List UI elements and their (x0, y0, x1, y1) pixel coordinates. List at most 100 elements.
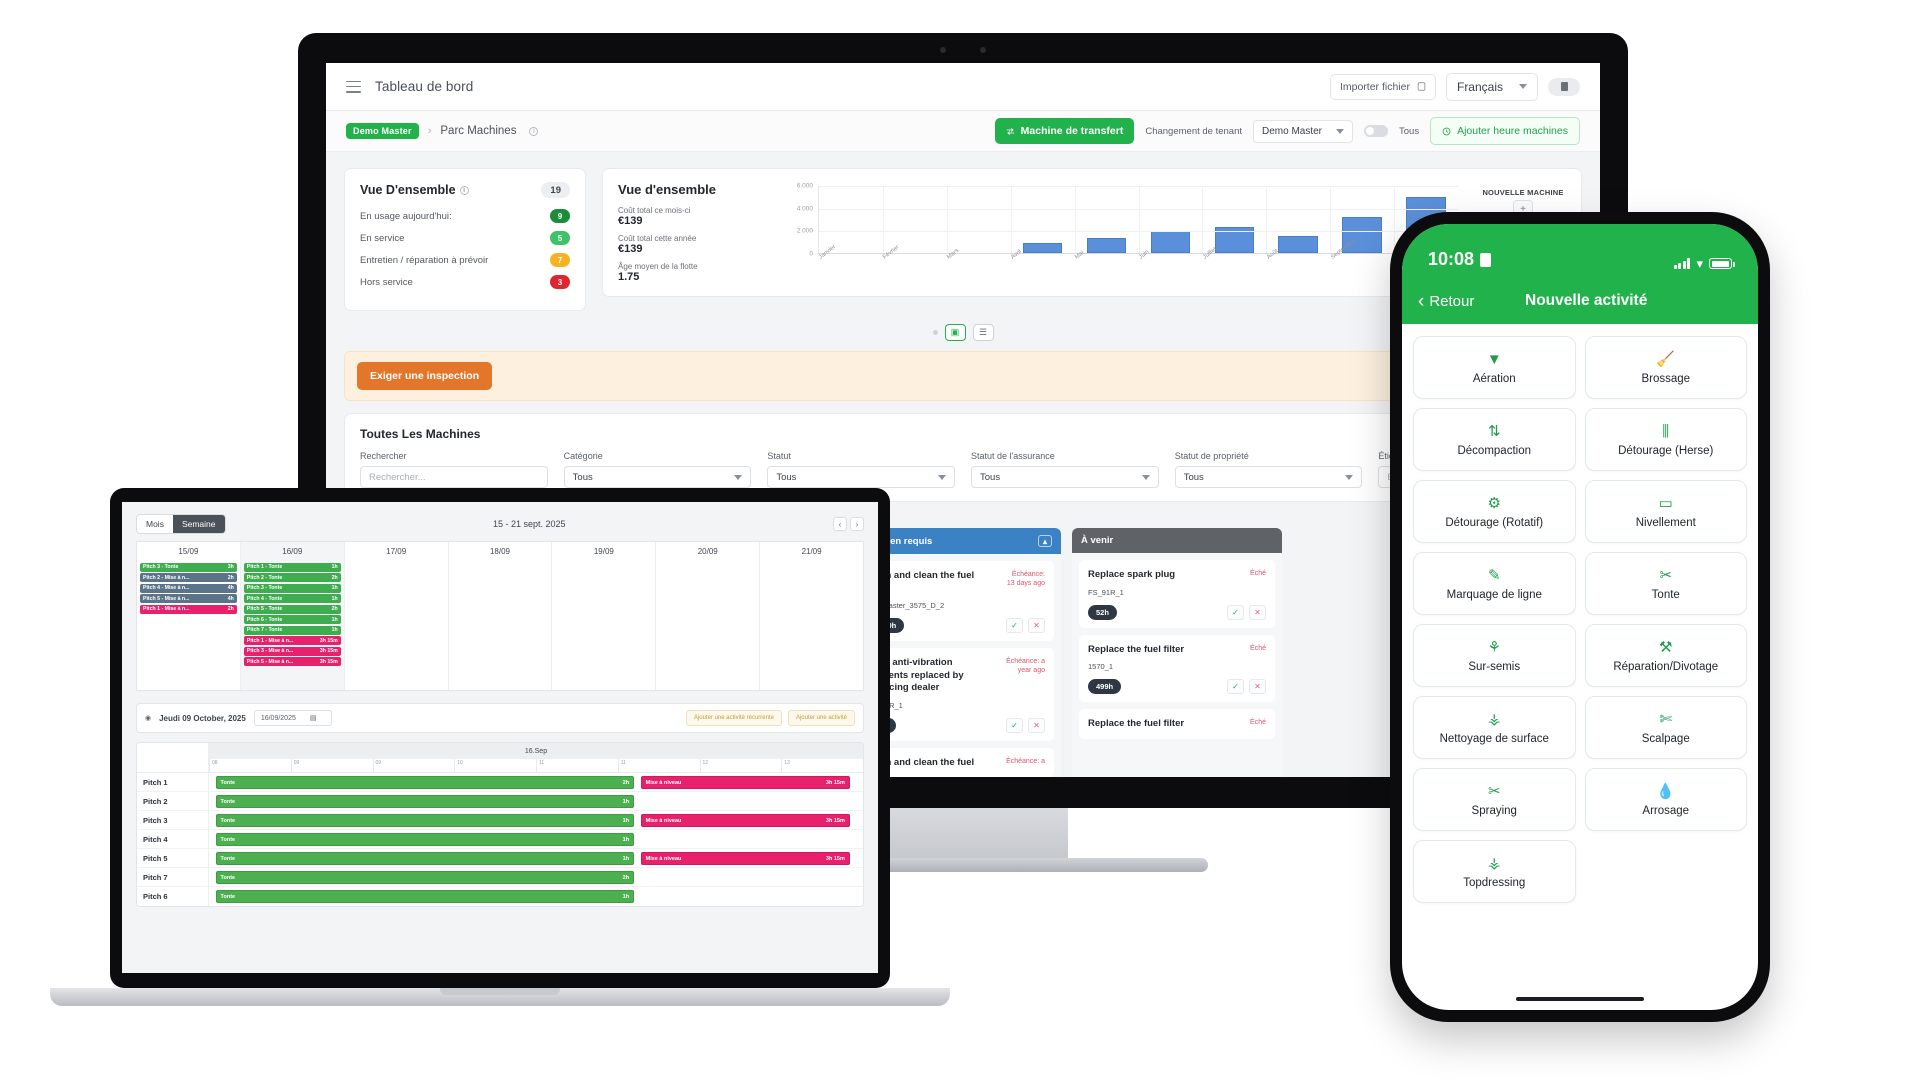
activity-tile[interactable]: 🧹 Brossage (1584, 336, 1747, 399)
calendar-event[interactable]: Pitch 5 - Mise à n... 3h 15m (243, 657, 341, 666)
calendar-day-column[interactable]: 17/09 (345, 542, 449, 690)
calendar-event[interactable]: Pitch 1 - Mise à n... 2h (140, 604, 237, 614)
calendar-event[interactable]: Pitch 1 - Mise à n... 3h 15m (243, 636, 341, 645)
activity-tile[interactable]: ⚙ Détourage (Rotatif) (1413, 480, 1576, 543)
ownership-status-select[interactable]: Tous (1174, 466, 1363, 488)
chevron-left-icon[interactable]: ‹ (833, 517, 847, 531)
gantt-toolbar: ◉ Jeudi 09 October, 2025 16/09/2025 ▤ Aj… (136, 703, 864, 733)
gantt-bar-levelling[interactable]: Mise à niveau 3h 15m (640, 814, 850, 827)
chart-gridline (1202, 186, 1204, 253)
kanban-card[interactable]: Drain and clean the fuel tank. Échéance:… (858, 561, 1054, 642)
activity-tile[interactable]: ✎ Marquage de ligne (1413, 552, 1576, 615)
insurance-status-select[interactable]: Tous (971, 466, 1159, 488)
calendar-event[interactable]: Pitch 7 - Tonte 1h (243, 625, 341, 635)
add-activity-button[interactable]: Ajouter une activité (787, 710, 855, 726)
category-select[interactable]: Tous (563, 466, 752, 488)
collapse-icon[interactable]: ▴ (1038, 535, 1052, 547)
language-select[interactable]: Français (1445, 72, 1538, 101)
calendar-event[interactable]: Pitch 2 - Tonte 2h (243, 573, 341, 582)
add-machine-hours-button[interactable]: Ajouter heure machines (1430, 117, 1580, 145)
calendar-event[interactable]: Pitch 4 - Tonte 1h (243, 594, 341, 603)
breadcrumb-page[interactable]: Parc Machines (440, 125, 517, 137)
gantt-bar-mowing[interactable]: Tonte 1h (215, 795, 635, 808)
grid-view-icon[interactable]: ▣ (944, 324, 966, 341)
view-week-button[interactable]: Semaine (172, 515, 225, 533)
info-icon[interactable]: i (529, 126, 539, 136)
dismiss-icon[interactable]: ✕ (1249, 604, 1266, 620)
chevron-down-icon (1345, 474, 1354, 480)
calendar-day-column[interactable]: 19/09 (552, 542, 657, 690)
dismiss-icon[interactable]: ✕ (1028, 618, 1045, 634)
calendar-day-column[interactable]: 20/09 (656, 542, 761, 690)
activity-tile[interactable]: ⚘ Sur-semis (1413, 624, 1576, 687)
avatar[interactable] (1548, 77, 1580, 96)
calendar-day-column[interactable]: 15/09 Pitch 3 - Tonte 3h Pitch 2 - Mise à n… (137, 542, 241, 690)
calendar-day-column[interactable]: 21/09 (760, 542, 863, 690)
kanban-card[interactable]: Have anti-vibration elements replaced by… (858, 648, 1054, 741)
view-month-button[interactable]: Mois (137, 515, 173, 533)
chevron-right-icon[interactable]: › (850, 517, 864, 531)
calendar-event[interactable]: Pitch 3 - Tonte 3h (140, 562, 237, 572)
add-recurring-activity-button[interactable]: Ajouter une activité récurrente (685, 710, 782, 726)
activity-tile[interactable]: ⫼ Détourage (Herse) (1584, 408, 1747, 471)
activity-tile[interactable]: 💧 Arrosage (1584, 768, 1747, 831)
activity-tile[interactable]: ⚶ Nettoyage de surface (1413, 696, 1576, 759)
gantt-bar-mowing[interactable]: Tonte 2h (215, 871, 635, 884)
calendar-event[interactable]: Pitch 4 - Mise à n... 4h (140, 583, 237, 593)
require-inspection-button[interactable]: Exiger une inspection (357, 362, 493, 390)
hamburger-icon[interactable] (346, 80, 361, 93)
all-toggle[interactable] (1364, 125, 1389, 137)
calendar-event[interactable]: Pitch 1 - Tonte 1h (243, 562, 341, 572)
activity-tile[interactable]: ✂ Spraying (1413, 768, 1576, 831)
gantt-bar-mowing[interactable]: Tonte 2h (215, 776, 635, 789)
kanban-card[interactable]: Drain and clean the fuel Échéance: a (858, 747, 1054, 777)
overview-title: Vue D'ensemble (360, 183, 456, 197)
status-select[interactable]: Tous (767, 466, 956, 488)
list-view-icon[interactable]: ☰ (972, 324, 994, 341)
gantt-bar-mowing[interactable]: Tonte 1h (215, 890, 635, 903)
activity-tile[interactable]: ⇅ Décompaction (1413, 408, 1576, 471)
gantt-date-input[interactable]: 16/09/2025 ▤ (253, 710, 332, 726)
chevron-down-icon (734, 474, 743, 480)
complete-icon[interactable]: ✓ (1227, 679, 1244, 695)
transfer-machine-button[interactable]: Machine de transfert (994, 118, 1135, 144)
complete-icon[interactable]: ✓ (1006, 717, 1023, 733)
tenant-select[interactable]: Demo Master (1253, 119, 1354, 143)
event-label: Pitch 5 - Tonte (246, 606, 283, 612)
gantt-bar-mowing[interactable]: Tonte 1h (215, 833, 635, 846)
calendar-day-column[interactable]: 16/09 Pitch 1 - Tonte 1h Pitch 2 - Tonte 2h P… (240, 542, 345, 690)
gantt-bar-levelling[interactable]: Mise à niveau 3h 15m (640, 776, 850, 789)
calendar-day-column[interactable]: 18/09 (449, 542, 553, 690)
calendar-event[interactable]: Pitch 3 - Tonte 1h (243, 583, 341, 593)
calendar-event[interactable]: Pitch 5 - Tonte 2h (243, 604, 341, 614)
kanban-card[interactable]: Replace the fuel filter Éché 1570_1 499h… (1079, 634, 1275, 703)
activity-tile[interactable]: ✄ Scalpage (1584, 696, 1747, 759)
dismiss-icon[interactable]: ✕ (1249, 679, 1266, 695)
tenant-tag[interactable]: Demo Master (346, 123, 419, 139)
kanban-card[interactable]: Replace spark plug Éché FS_91R_1 52h ✓ ✕ (1079, 560, 1275, 628)
gantt-bar-mowing[interactable]: Tonte 1h (215, 814, 635, 827)
calendar-week-grid: 15/09 Pitch 3 - Tonte 3h Pitch 2 - Mise à n… (136, 541, 864, 691)
complete-icon[interactable]: ✓ (1227, 604, 1244, 620)
search-input[interactable]: Rechercher... (360, 466, 548, 488)
calendar-event[interactable]: Pitch 2 - Mise à n... 2h (140, 573, 237, 582)
activity-tile[interactable]: ⚶ Topdressing (1413, 840, 1576, 903)
dismiss-icon[interactable]: ✕ (1028, 717, 1045, 733)
calendar-event[interactable]: Pitch 6 - Tonte 1h (243, 615, 341, 624)
activity-tile[interactable]: ▼ Aération (1413, 336, 1576, 399)
back-button[interactable]: ‹ Retour (1418, 292, 1474, 311)
event-duration: 3h 15m (319, 637, 338, 644)
activity-tile[interactable]: ▭ Nivellement (1584, 480, 1747, 543)
calendar-event[interactable]: Pitch 5 - Mise à n... 4h (140, 594, 237, 603)
kanban-card[interactable]: Replace the fuel filter Éché (1079, 709, 1275, 739)
activity-tile[interactable]: ⚒ Réparation/Divotage (1584, 624, 1747, 687)
complete-icon[interactable]: ✓ (1006, 618, 1023, 634)
chart-gridline (819, 208, 1458, 210)
overview-rows: En usage aujourd'hui: 9 En service 5 Ent… (360, 209, 570, 289)
gantt-bar-levelling[interactable]: Mise à niveau 3h 15m (640, 852, 850, 865)
activity-tile[interactable]: ✂ Tonte (1584, 552, 1747, 615)
calendar-event[interactable]: Pitch 3 - Mise à n... 3h 15m (243, 646, 341, 656)
import-file-button[interactable]: Importer fichier (1329, 73, 1436, 100)
info-icon[interactable]: i (459, 185, 469, 195)
gantt-bar-mowing[interactable]: Tonte 1h (215, 852, 635, 865)
